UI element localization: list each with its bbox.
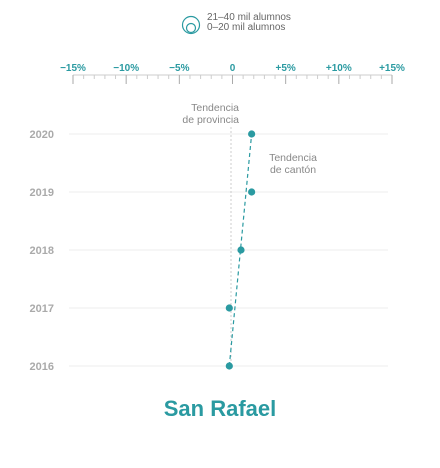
x-tick-label: 0 bbox=[230, 63, 236, 74]
data-point-2016 bbox=[225, 362, 233, 370]
data-point-2020 bbox=[248, 130, 256, 138]
x-tick-label: +15% bbox=[379, 63, 405, 74]
legend: 21–40 mil alumnos 0–20 mil alumnos bbox=[181, 13, 361, 37]
legend-item-small: 0–20 mil alumnos bbox=[207, 22, 286, 33]
data-point-2019 bbox=[248, 188, 256, 196]
annotation-province-line: de provincia bbox=[182, 114, 239, 126]
nested-circles-icon bbox=[181, 15, 201, 35]
y-tick-label: 2018 bbox=[30, 245, 54, 257]
legend-text: 21–40 mil alumnos 0–20 mil alumnos bbox=[207, 13, 291, 33]
data-point-2017 bbox=[225, 304, 233, 312]
legend-item-large: 21–40 mil alumnos bbox=[207, 12, 291, 23]
annotation-canton-line: de cantón bbox=[270, 164, 316, 176]
x-tick-label: −10% bbox=[113, 63, 139, 74]
canton-trend-line bbox=[228, 133, 253, 367]
x-tick-label: +10% bbox=[326, 63, 352, 74]
y-tick-label: 2019 bbox=[30, 187, 54, 199]
annotation-province-line: Tendencia bbox=[191, 102, 239, 114]
y-tick-label: 2017 bbox=[30, 303, 54, 315]
chart-title: San Rafael bbox=[163, 396, 277, 421]
x-tick-label: −15% bbox=[60, 63, 86, 74]
y-tick-label: 2020 bbox=[30, 129, 54, 141]
data-point-2018 bbox=[237, 246, 245, 254]
x-tick-label: −5% bbox=[169, 63, 189, 74]
annotation-canton-line: Tendencia bbox=[269, 152, 317, 164]
y-tick-label: 2016 bbox=[30, 361, 54, 373]
x-tick-label: +5% bbox=[276, 63, 296, 74]
